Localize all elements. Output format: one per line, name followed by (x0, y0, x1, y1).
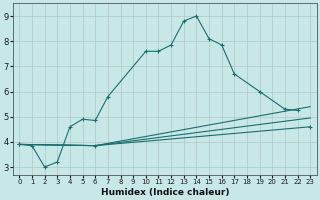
X-axis label: Humidex (Indice chaleur): Humidex (Indice chaleur) (100, 188, 229, 197)
